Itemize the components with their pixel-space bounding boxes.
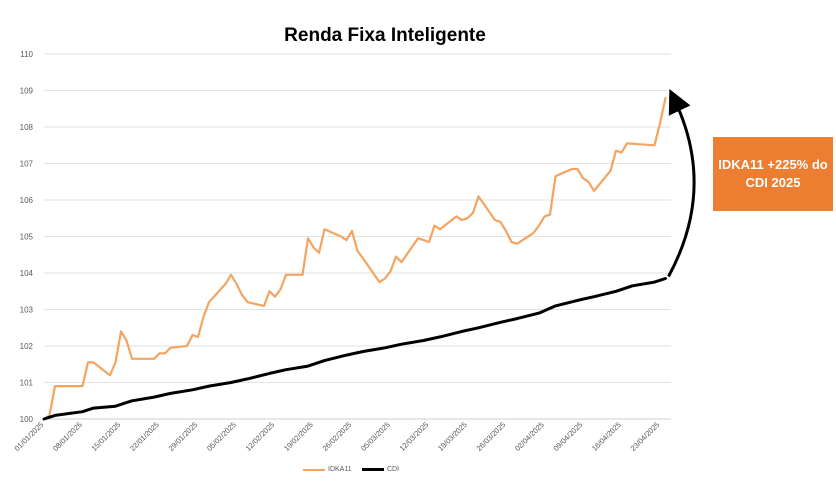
y-tick-label: 108 [20, 123, 34, 132]
y-tick-label: 102 [20, 342, 34, 351]
annotation-text: IDKA11 +225% do CDI 2025 [718, 157, 828, 190]
y-tick-label: 101 [20, 379, 34, 388]
legend-item-idka11: IDKA11 [303, 466, 352, 473]
y-tick-label: 110 [20, 50, 33, 59]
y-tick-label: 107 [20, 160, 34, 169]
x-tick-label: 16/04/2025 [590, 420, 623, 453]
y-tick-label: 103 [20, 306, 34, 315]
legend: IDKA11 CDI [0, 466, 836, 480]
legend-swatch-idka11 [303, 468, 325, 471]
legend-label-idka11: IDKA11 [328, 466, 352, 473]
legend-item-cdi: CDI [362, 466, 399, 473]
x-tick-label: 02/04/2025 [513, 420, 546, 453]
x-tick-label: 05/02/2025 [205, 420, 238, 453]
y-tick-label: 100 [20, 415, 34, 424]
x-tick-label: 09/04/2025 [552, 420, 585, 453]
x-tick-label: 22/01/2025 [128, 420, 161, 453]
x-tick-label: 15/01/2025 [90, 420, 123, 453]
axes: 100 101 102 103 104 105 106 107 108 109 110 01/01/2… [13, 50, 671, 453]
legend-label-cdi: CDI [387, 466, 400, 473]
x-tick-label: 12/03/2025 [398, 420, 431, 453]
comparison-arrow [667, 88, 696, 278]
y-tick-label: 104 [20, 269, 34, 278]
series-lines [42, 96, 667, 421]
x-tick-label: 19/02/2025 [282, 420, 315, 453]
x-tick-label: 23/04/2025 [629, 420, 662, 453]
comparison-arrow-path [667, 88, 696, 278]
x-tick-label: 01/01/2025 [13, 420, 46, 453]
x-tick-label: 08/01/2025 [51, 420, 84, 453]
x-tick-label: 26/03/2025 [475, 420, 508, 453]
y-tick-label: 109 [20, 87, 34, 96]
y-tick-label: 105 [20, 233, 34, 242]
gridlines [44, 53, 671, 383]
legend-swatch-cdi [362, 468, 384, 471]
series-line-cdi [42, 277, 667, 421]
x-tick-label: 05/03/2025 [359, 420, 392, 453]
x-tick-label: 19/03/2025 [436, 420, 469, 453]
x-tick-label: 26/02/2025 [321, 420, 354, 453]
x-tick-label: 12/02/2025 [244, 420, 277, 453]
annotation-box: IDKA11 +225% do CDI 2025 [713, 137, 833, 211]
series-line-idka11 [42, 96, 667, 421]
chart-title: Renda Fixa Inteligente [284, 25, 486, 46]
y-tick-label: 106 [20, 196, 34, 205]
x-tick-label: 29/01/2025 [167, 420, 200, 453]
